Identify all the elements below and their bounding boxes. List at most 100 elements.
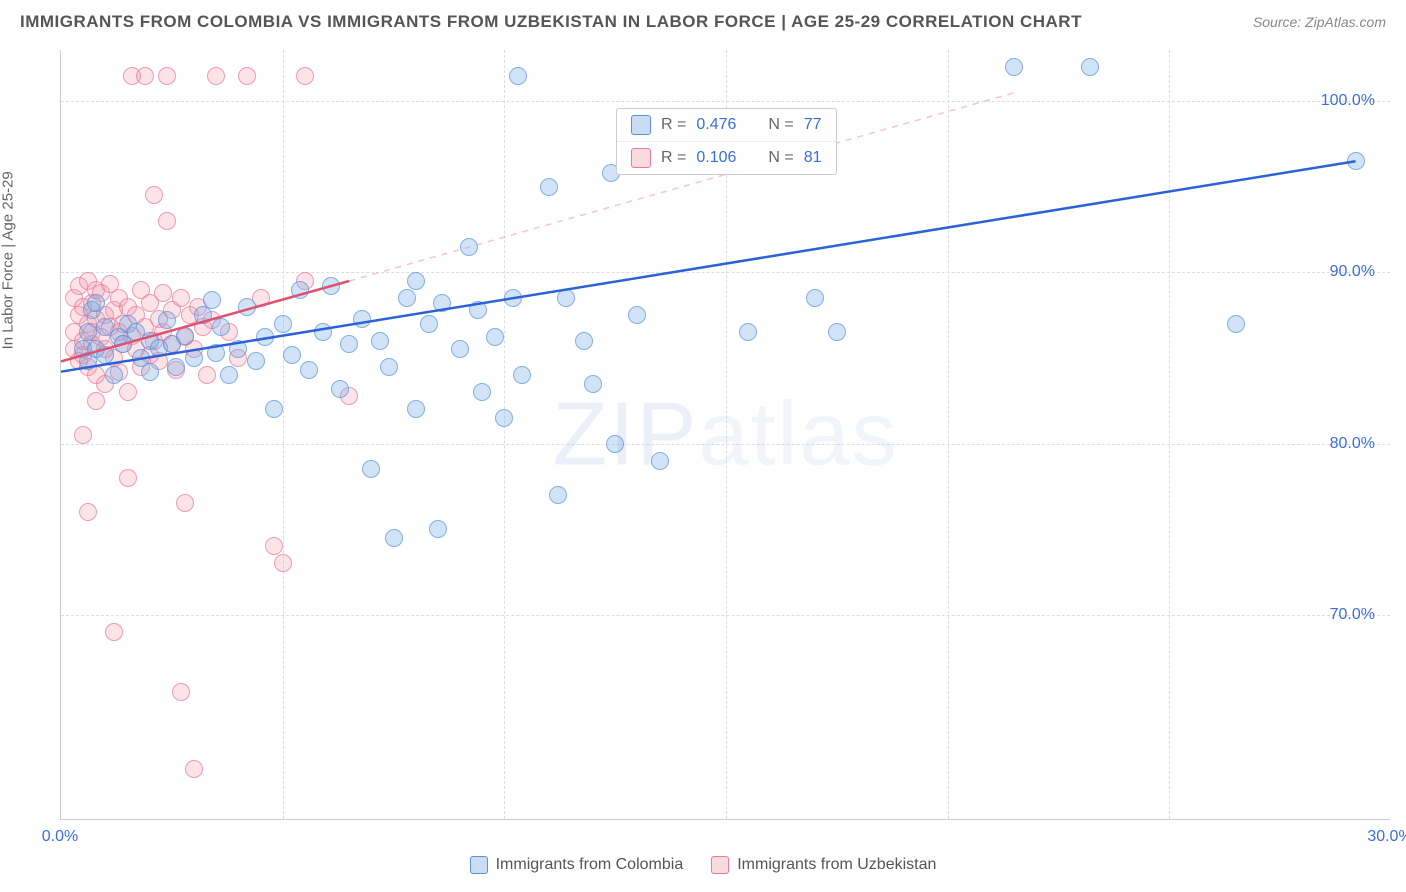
data-point [283,346,301,364]
data-point [172,683,190,701]
y-axis-label: In Labor Force | Age 25-29 [0,171,17,349]
data-point [185,760,203,778]
data-point [87,294,105,312]
data-point [1005,58,1023,76]
data-point [398,289,416,307]
xtick-label: 0.0% [42,828,78,846]
swatch-blue-icon [470,856,488,874]
data-point [429,520,447,538]
data-point [158,311,176,329]
gridline-v [283,50,284,819]
legend-row-uzbekistan: R = 0.106 N = 81 [617,141,836,174]
data-point [167,358,185,376]
ytick-label: 90.0% [1330,263,1375,281]
data-point [203,291,221,309]
data-point [207,344,225,362]
data-point [96,346,114,364]
data-point [606,435,624,453]
data-point [79,323,97,341]
data-point [385,529,403,547]
ytick-label: 70.0% [1330,606,1375,624]
data-point [172,289,190,307]
data-point [353,310,371,328]
data-point [314,323,332,341]
ytick-label: 100.0% [1321,92,1375,110]
data-point [105,366,123,384]
data-point [105,623,123,641]
data-point [296,67,314,85]
correlation-legend: R = 0.476 N = 77 R = 0.106 N = 81 [616,108,837,175]
data-point [651,452,669,470]
data-point [207,67,225,85]
data-point [509,67,527,85]
data-point [362,460,380,478]
data-point [739,323,757,341]
header-row: IMMIGRANTS FROM COLOMBIA VS IMMIGRANTS F… [0,0,1406,36]
gridline-v [948,50,949,819]
data-point [79,503,97,521]
swatch-pink-icon [711,856,729,874]
data-point [433,294,451,312]
data-point [238,67,256,85]
data-point [473,383,491,401]
data-point [806,289,824,307]
data-point [74,426,92,444]
legend-item-uzbekistan: Immigrants from Uzbekistan [711,856,936,874]
data-point [340,335,358,353]
data-point [198,366,216,384]
data-point [1347,152,1365,170]
data-point [504,289,522,307]
data-point [274,554,292,572]
data-point [513,366,531,384]
data-point [136,67,154,85]
data-point [469,301,487,319]
data-point [176,327,194,345]
data-point [274,315,292,333]
data-point [176,494,194,512]
x-axis-ticks: 0.0%30.0% [60,828,1390,858]
data-point [628,306,646,324]
gridline-v [1169,50,1170,819]
data-point [575,332,593,350]
data-point [119,383,137,401]
swatch-pink-icon [631,148,651,168]
data-point [495,409,513,427]
chart-plot-area: ZIPatlas R = 0.476 N = 77 R = 0.106 N = … [60,50,1390,820]
series-legend: Immigrants from Colombia Immigrants from… [0,856,1406,874]
legend-row-colombia: R = 0.476 N = 77 [617,109,836,141]
data-point [212,318,230,336]
data-point [265,400,283,418]
legend-item-colombia: Immigrants from Colombia [470,856,684,874]
data-point [158,67,176,85]
data-point [420,315,438,333]
swatch-blue-icon [631,115,651,135]
data-point [229,340,247,358]
data-point [380,358,398,376]
data-point [158,212,176,230]
data-point [300,361,318,379]
data-point [460,238,478,256]
data-point [557,289,575,307]
data-point [87,392,105,410]
data-point [322,277,340,295]
data-point [828,323,846,341]
ytick-label: 80.0% [1330,435,1375,453]
data-point [584,375,602,393]
data-point [247,352,265,370]
data-point [540,178,558,196]
chart-title: IMMIGRANTS FROM COLOMBIA VS IMMIGRANTS F… [20,12,1082,32]
gridline-v [504,50,505,819]
data-point [141,363,159,381]
data-point [119,469,137,487]
data-point [486,328,504,346]
source-label: Source: ZipAtlas.com [1253,14,1386,30]
data-point [256,328,274,346]
data-point [145,186,163,204]
data-point [549,486,567,504]
data-point [451,340,469,358]
data-point [291,281,309,299]
data-point [331,380,349,398]
data-point [265,537,283,555]
data-point [238,298,256,316]
data-point [220,366,238,384]
